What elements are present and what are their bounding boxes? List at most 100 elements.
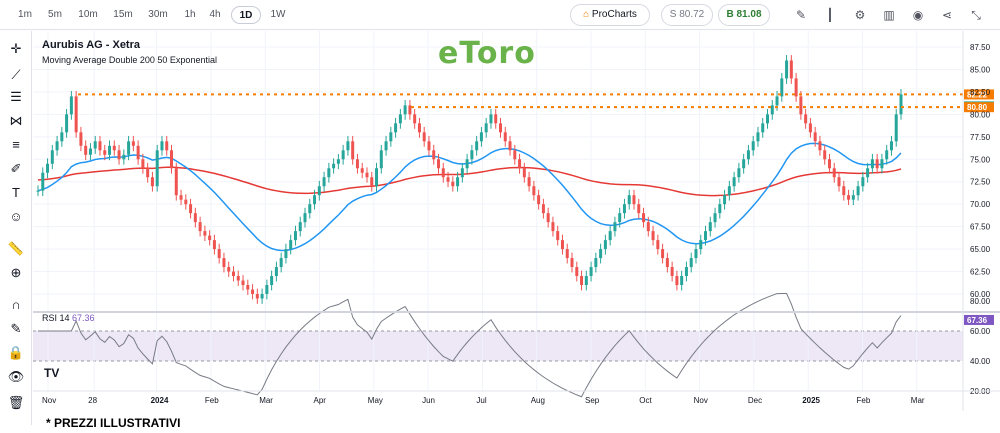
timeframe-1h[interactable]: 1h — [184, 9, 196, 20]
timeframe-30m[interactable]: 30m — [148, 9, 168, 20]
candle-body — [127, 141, 131, 155]
candle-body — [856, 186, 860, 196]
snapshot-icon[interactable]: ◉ — [912, 8, 924, 22]
candle-body — [236, 276, 240, 281]
ruler-icon[interactable]: 📏 — [7, 241, 25, 256]
candle-body — [150, 177, 154, 187]
candle-body — [823, 150, 827, 160]
candle-body — [255, 294, 259, 299]
time-tick-label: Oct — [639, 396, 652, 405]
timeframe-1m[interactable]: 1m — [18, 9, 32, 20]
candle-body — [193, 213, 197, 223]
lock-drawing-icon[interactable]: ✎ — [10, 321, 22, 336]
price-tick-label: 85.00 — [970, 65, 991, 74]
candle-body — [231, 271, 235, 277]
trend-line-icon[interactable]: ⟋ — [11, 67, 21, 82]
candle-body — [813, 132, 817, 142]
candle-body — [699, 240, 703, 250]
time-tick-label: 2025 — [802, 396, 820, 405]
etoro-logo: eToro — [438, 36, 536, 71]
lock-icon[interactable]: 🔒 — [7, 345, 25, 360]
pattern-icon[interactable]: ⋈ — [9, 113, 23, 128]
sell-price-button[interactable]: S 80.72 — [661, 4, 713, 26]
candle-body — [108, 145, 112, 155]
magnet-icon[interactable]: ∩ — [11, 297, 21, 312]
zoom-icon[interactable]: ⊕ — [10, 265, 22, 280]
candle-body — [327, 168, 331, 178]
candle-body — [804, 114, 808, 124]
top-toolbar: 1m 5m 10m 15m 30m 1h 4h 1D 1W ⌂ ProCharts S 80.7… — [0, 0, 1000, 30]
procharts-button[interactable]: ⌂ ProCharts — [570, 4, 650, 26]
candle-body — [351, 141, 355, 160]
candle-body — [165, 141, 169, 151]
candles-type-icon[interactable]: ┃ — [826, 8, 834, 22]
settings-gear-icon[interactable]: ⚙ — [854, 8, 866, 22]
candle-body — [785, 60, 789, 79]
time-tick-label: 2024 — [151, 396, 169, 405]
candle-body — [360, 168, 364, 173]
price-marker-text: 80.80 — [967, 103, 988, 112]
candle-body — [608, 231, 612, 241]
price-tick-label: 67.50 — [970, 223, 991, 232]
time-tick-label: May — [368, 396, 383, 405]
candle-body — [79, 132, 83, 146]
candle-body — [680, 276, 684, 286]
candle-body — [41, 172, 45, 191]
candle-body — [88, 148, 92, 155]
candle-body — [498, 123, 502, 133]
instrument-title: Aurubis AG - Xetra — [42, 39, 140, 51]
candle-body — [484, 123, 488, 133]
candle-body — [513, 150, 517, 160]
crosshair-icon[interactable]: ✛ — [10, 41, 22, 56]
trash-icon[interactable]: 🗑 — [7, 395, 25, 410]
indicator-legend: Moving Average Double 200 50 Exponential — [42, 55, 217, 65]
candle-body — [437, 159, 441, 169]
candle-body — [708, 222, 712, 232]
candle-body — [551, 222, 555, 232]
draw-pencil-icon[interactable]: ✎ — [795, 8, 807, 22]
candle-body — [770, 105, 774, 115]
text-tool-icon[interactable]: T — [12, 185, 20, 200]
timeframe-10m[interactable]: 10m — [78, 9, 98, 20]
candle-body — [60, 132, 64, 142]
rsi-value-marker — [964, 314, 994, 325]
timeframe-5m[interactable]: 5m — [48, 9, 62, 20]
fib-icon[interactable]: ≡ — [12, 137, 20, 152]
candle-body — [642, 213, 646, 223]
candle-body — [665, 258, 669, 268]
buy-price-button[interactable]: B 81.08 — [718, 4, 770, 26]
candle-body — [222, 258, 226, 268]
candle-body — [184, 199, 188, 205]
candle-body — [341, 150, 345, 160]
horizontal-lines-icon[interactable]: ☰ — [10, 89, 22, 104]
candle-body — [394, 123, 398, 133]
brush-icon[interactable]: ✐ — [10, 161, 22, 176]
candle-body — [870, 159, 874, 169]
candle-body — [203, 231, 207, 236]
candle-body — [713, 213, 717, 223]
indicators-icon[interactable]: ▥ — [883, 8, 895, 22]
candle-body — [880, 159, 884, 169]
time-tick-label: Feb — [205, 396, 219, 405]
fullscreen-icon[interactable]: ⤡ — [971, 8, 981, 22]
share-icon[interactable]: ⋖ — [941, 8, 953, 22]
candle-body — [885, 150, 889, 160]
timeframe-1D[interactable]: 1D — [231, 6, 261, 24]
time-tick-label: Mar — [259, 396, 273, 405]
candle-body — [889, 141, 893, 151]
candle-body — [465, 159, 469, 169]
eye-icon[interactable]: 👁 — [7, 369, 25, 384]
timeframe-15m[interactable]: 15m — [113, 9, 133, 20]
emoji-icon[interactable]: ☺ — [9, 209, 23, 224]
timeframe-1W[interactable]: 1W — [270, 9, 286, 20]
timeframe-4h[interactable]: 4h — [209, 9, 221, 20]
candle-body — [227, 267, 231, 272]
candle-body — [670, 267, 674, 277]
candle-body — [565, 249, 569, 259]
candle-body — [613, 222, 617, 232]
time-tick-label: Dec — [748, 396, 762, 405]
candle-body — [322, 177, 326, 187]
candle-body — [799, 96, 803, 115]
time-tick-label: Jun — [422, 396, 435, 405]
